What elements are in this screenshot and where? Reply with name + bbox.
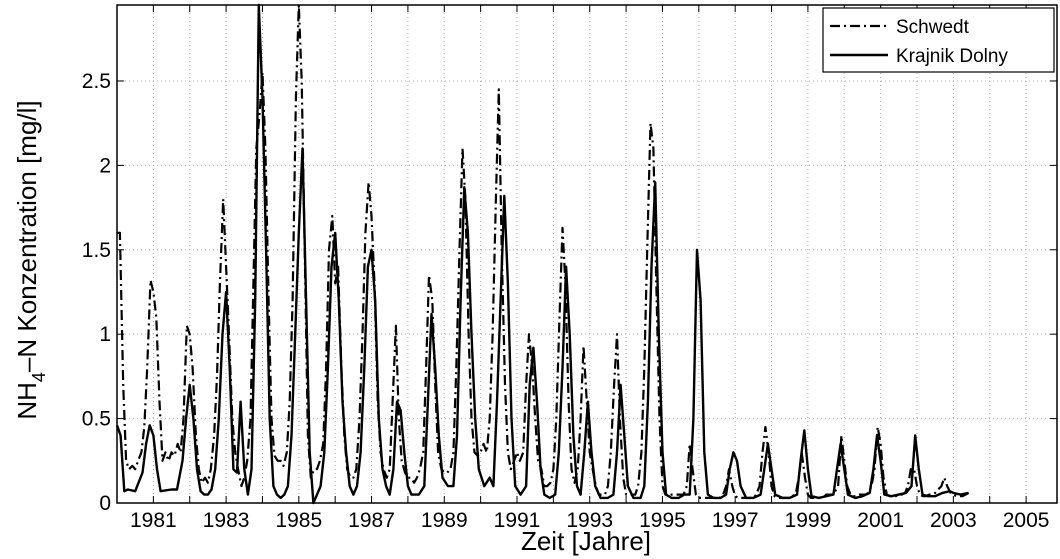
y-tick-label: 0 xyxy=(99,492,111,515)
x-tick-label: 1985 xyxy=(275,509,322,532)
legend-label-schwedt: Schwedt xyxy=(896,17,970,38)
grid xyxy=(117,5,1057,503)
y-tick-label: 2.5 xyxy=(82,70,111,93)
x-tick-label: 2005 xyxy=(1003,509,1050,532)
x-axis-label: Zeit [Jahre] xyxy=(521,526,651,556)
x-tick-label: 1997 xyxy=(712,509,759,532)
legend: Schwedt Krajnik Dolny xyxy=(822,7,1055,73)
ticks: 0 0.5 1 1.5 2 2.5 1981 1983 1985 1987 1989 1991 1993… xyxy=(82,5,1057,532)
x-tick-label: 1995 xyxy=(639,509,686,532)
x-tick-label: 1993 xyxy=(566,509,613,532)
x-tick-label: 1981 xyxy=(130,509,177,532)
legend-label-krajnik-dolny: Krajnik Dolny xyxy=(896,46,1008,67)
x-tick-label: 2001 xyxy=(857,509,904,532)
y-tick-label: 2 xyxy=(99,154,111,177)
x-tick-label: 1987 xyxy=(348,509,395,532)
series-group xyxy=(115,3,970,505)
y-tick-label: 1.5 xyxy=(82,239,111,262)
x-tick-label: 1989 xyxy=(421,509,468,532)
x-tick-label: 1999 xyxy=(785,509,832,532)
x-tick-label: 1983 xyxy=(203,509,250,532)
series-line-krajnik-dolny xyxy=(115,3,969,505)
y-axis-label: NH4–N Konzentration [mg/l] xyxy=(12,100,49,419)
y-axis-label-subscript: 4 xyxy=(29,372,49,382)
plot-frame xyxy=(116,4,1058,504)
y-axis-label-rest: –N Konzentration [mg/l] xyxy=(12,100,42,372)
y-tick-label: 0.5 xyxy=(82,408,111,431)
legend-box xyxy=(822,7,1055,73)
y-axis-label-main: NH xyxy=(12,382,42,420)
x-tick-label: 1991 xyxy=(494,509,541,532)
x-tick-label: 2003 xyxy=(930,509,977,532)
y-tick-label: 1 xyxy=(99,323,111,346)
series-line-schwedt xyxy=(117,3,970,499)
